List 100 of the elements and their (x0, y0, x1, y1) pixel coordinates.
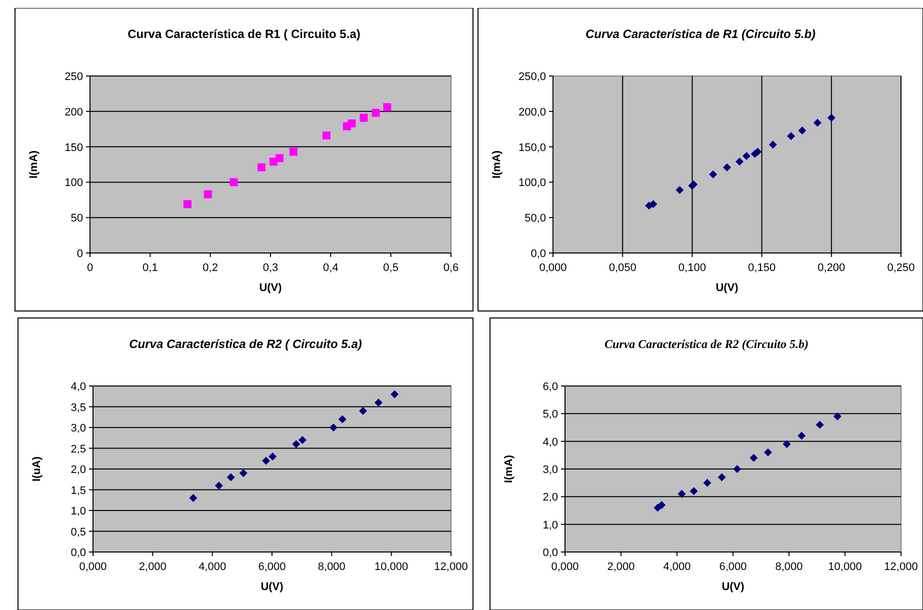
y-tick-label: 1,5 (70, 484, 86, 497)
point (239, 469, 248, 478)
x-tick-label: 0,000 (79, 561, 107, 573)
y-tick-label: 3,5 (70, 402, 86, 414)
chart-title: Curva Característica de R1 (Circuito 5.b) (585, 27, 816, 41)
y-tick-label: 0 (76, 248, 83, 260)
x-tick-label: 4,000 (198, 561, 226, 573)
point (798, 432, 806, 440)
point (268, 452, 277, 461)
x-tick-label: 0,200 (818, 262, 846, 274)
point (338, 415, 346, 424)
x-tick-label: 0,000 (551, 561, 579, 573)
point (816, 420, 824, 429)
point (658, 500, 666, 509)
y-tick-label: 4,0 (70, 381, 86, 393)
point (360, 114, 368, 122)
x-tick-label: 4,000 (663, 561, 691, 573)
point (390, 390, 399, 398)
y-tick-label: 250 (64, 71, 83, 83)
point (372, 108, 380, 117)
y-tick-label: 4,0 (542, 436, 558, 448)
y-tick-label: 0,0 (70, 547, 86, 559)
y-tick-label: 3,0 (70, 422, 86, 434)
point (654, 504, 662, 512)
x-tick-label: 0,100 (678, 262, 706, 274)
x-tick-label: 0 (86, 262, 94, 274)
x-tick-label: 8,000 (318, 561, 346, 573)
y-tick-label: 0,0 (542, 547, 558, 559)
y-tick-label: 200,0 (518, 106, 546, 118)
x-tick-label: 12,000 (884, 561, 918, 573)
point (690, 487, 698, 496)
y-tick-label: 100 (64, 177, 83, 190)
point (204, 190, 212, 198)
x-tick-label: 8,000 (775, 561, 803, 573)
point (189, 494, 198, 502)
point (358, 406, 367, 415)
y-tick-label: 2,5 (70, 443, 86, 456)
x-tick-label: 0,000 (539, 262, 567, 274)
x-axis-title: U(V) (260, 581, 284, 593)
point (289, 148, 298, 156)
x-tick-label: 0,150 (748, 262, 776, 274)
point (262, 456, 270, 465)
chart-title: Curva Característica de R2 (Circuito 5.b) (604, 337, 809, 351)
y-tick-label: 50,0 (524, 212, 546, 225)
x-tick-label: 0,050 (608, 262, 636, 274)
x-tick-label: 10,000 (374, 561, 408, 573)
y-tick-label: 50 (70, 212, 83, 225)
point (733, 465, 742, 473)
y-tick-label: 0,0 (530, 248, 546, 260)
point (383, 103, 392, 112)
chart-title: Curva Característica de R1 ( Circuito 5.a) (128, 27, 360, 41)
y-axis-title: I(uA) (31, 456, 43, 482)
point (329, 424, 338, 432)
y-tick-label: 150,0 (518, 142, 546, 154)
x-tick-label: 0,6 (443, 262, 459, 274)
x-tick-label: 0,3 (262, 262, 278, 274)
point (348, 119, 356, 128)
point (298, 436, 306, 444)
x-tick-label: 6,000 (258, 561, 286, 573)
y-tick-label: 150 (64, 142, 83, 154)
y-tick-label: 100,0 (518, 177, 546, 190)
point (782, 440, 791, 448)
point (703, 478, 712, 487)
x-axis-title: U(V) (722, 581, 745, 593)
point (649, 200, 658, 208)
point (723, 163, 731, 172)
point (322, 131, 330, 140)
y-tick-label: 250,0 (518, 71, 546, 83)
y-tick-label: 6,0 (542, 381, 558, 393)
y-tick-label: 1,0 (70, 506, 86, 518)
point (709, 170, 718, 178)
y-tick-label: 2,0 (542, 492, 558, 504)
point (736, 158, 744, 166)
point (257, 163, 266, 172)
point (183, 200, 192, 208)
point (226, 473, 235, 482)
y-tick-label: 2,0 (70, 464, 86, 476)
point (813, 118, 822, 127)
point (827, 114, 836, 122)
y-axis-title: I(mA) (28, 150, 40, 179)
x-tick-label: 0,1 (142, 262, 158, 274)
point (750, 454, 758, 462)
chart-title: Curva Característica de R2 ( Circuito 5.a) (129, 337, 362, 351)
y-axis-title: I(mA) (491, 150, 503, 179)
x-axis-title: U(V) (716, 282, 739, 294)
point (374, 398, 383, 407)
point (833, 412, 842, 420)
point (742, 152, 750, 160)
point (768, 140, 777, 149)
y-tick-label: 0,5 (70, 526, 86, 538)
x-axis-title: U(V) (259, 282, 282, 294)
y-tick-label: 5,0 (542, 408, 558, 421)
point (764, 448, 772, 456)
x-tick-label: 0,5 (383, 262, 398, 274)
point (678, 490, 686, 498)
point (276, 154, 284, 162)
x-tick-label: 6,000 (719, 561, 747, 573)
point (214, 482, 223, 490)
point (292, 440, 300, 448)
point (798, 126, 806, 135)
